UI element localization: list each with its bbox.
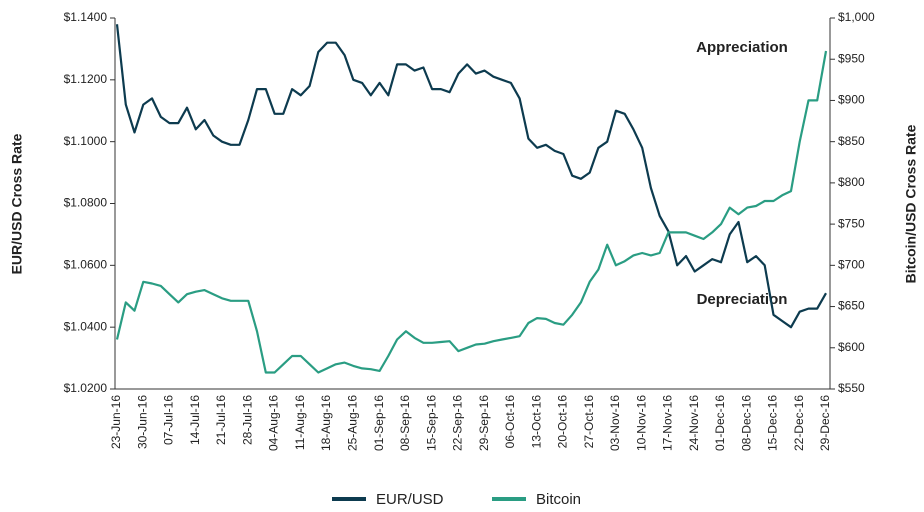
y2-tick-label: $900 bbox=[838, 93, 865, 107]
x-tick-label: 03-Nov-16 bbox=[608, 395, 622, 451]
x-tick-label: 27-Oct-16 bbox=[582, 395, 596, 449]
x-tick-label: 17-Nov-16 bbox=[661, 395, 675, 451]
series-line bbox=[115, 50, 828, 374]
y2-tick-label: $700 bbox=[838, 258, 865, 272]
y-axis-label: EUR/USD Cross Rate bbox=[9, 133, 25, 274]
x-tick-label: 29-Dec-16 bbox=[818, 395, 832, 451]
x-tick-label: 21-Jul-16 bbox=[214, 395, 228, 445]
series-line bbox=[115, 24, 827, 329]
x-tick-label: 01-Dec-16 bbox=[713, 395, 727, 451]
x-tick-label: 11-Aug-16 bbox=[293, 395, 307, 450]
x-tick-label: 01-Sep-16 bbox=[372, 395, 386, 451]
y-tick-label: $1.1000 bbox=[64, 134, 108, 148]
y-tick-label: $1.0200 bbox=[64, 381, 108, 395]
x-tick-label: 28-Jul-16 bbox=[240, 395, 254, 445]
legend-label: EUR/USD bbox=[376, 491, 444, 508]
x-tick-label: 08-Sep-16 bbox=[398, 395, 412, 451]
x-tick-label: 06-Oct-16 bbox=[503, 395, 517, 449]
annotation: Appreciation bbox=[696, 39, 788, 56]
x-tick-label: 24-Nov-16 bbox=[687, 395, 701, 451]
x-tick-label: 22-Dec-16 bbox=[792, 395, 806, 451]
x-tick-label: 29-Sep-16 bbox=[477, 395, 491, 451]
legend-label: Bitcoin bbox=[536, 491, 581, 508]
x-tick-label: 30-Jun-16 bbox=[135, 395, 149, 449]
annotation: Depreciation bbox=[697, 291, 788, 308]
y-tick-label: $1.0600 bbox=[64, 258, 108, 272]
x-tick-label: 14-Jul-16 bbox=[188, 395, 202, 445]
y2-tick-label: $550 bbox=[838, 381, 865, 395]
y2-axis-label: Bitcoin/USD Cross Rate bbox=[903, 124, 919, 283]
x-tick-label: 08-Dec-16 bbox=[739, 395, 753, 451]
x-tick-label: 15-Dec-16 bbox=[766, 395, 780, 451]
x-tick-label: 25-Aug-16 bbox=[346, 395, 360, 451]
y2-tick-label: $950 bbox=[838, 51, 865, 65]
y2-tick-label: $650 bbox=[838, 299, 865, 313]
x-tick-label: 20-Oct-16 bbox=[556, 395, 570, 449]
x-tick-label: 10-Nov-16 bbox=[634, 395, 648, 451]
y2-tick-label: $750 bbox=[838, 216, 865, 230]
y-tick-label: $1.1200 bbox=[64, 72, 108, 86]
y2-tick-label: $800 bbox=[838, 175, 865, 189]
y2-tick-label: $850 bbox=[838, 134, 865, 148]
y-tick-label: $1.0400 bbox=[64, 319, 108, 333]
y2-tick-label: $600 bbox=[838, 340, 865, 354]
x-tick-label: 18-Aug-16 bbox=[319, 395, 333, 451]
x-tick-label: 23-Jun-16 bbox=[109, 395, 123, 449]
x-tick-label: 22-Sep-16 bbox=[451, 395, 465, 451]
x-tick-label: 15-Sep-16 bbox=[424, 395, 438, 451]
x-tick-label: 07-Jul-16 bbox=[162, 395, 176, 445]
x-tick-label: 04-Aug-16 bbox=[267, 395, 281, 451]
x-tick-label: 13-Oct-16 bbox=[529, 395, 543, 449]
y-tick-label: $1.0800 bbox=[64, 196, 108, 210]
y-tick-label: $1.1400 bbox=[64, 10, 108, 24]
y2-tick-label: $1,000 bbox=[838, 10, 875, 24]
